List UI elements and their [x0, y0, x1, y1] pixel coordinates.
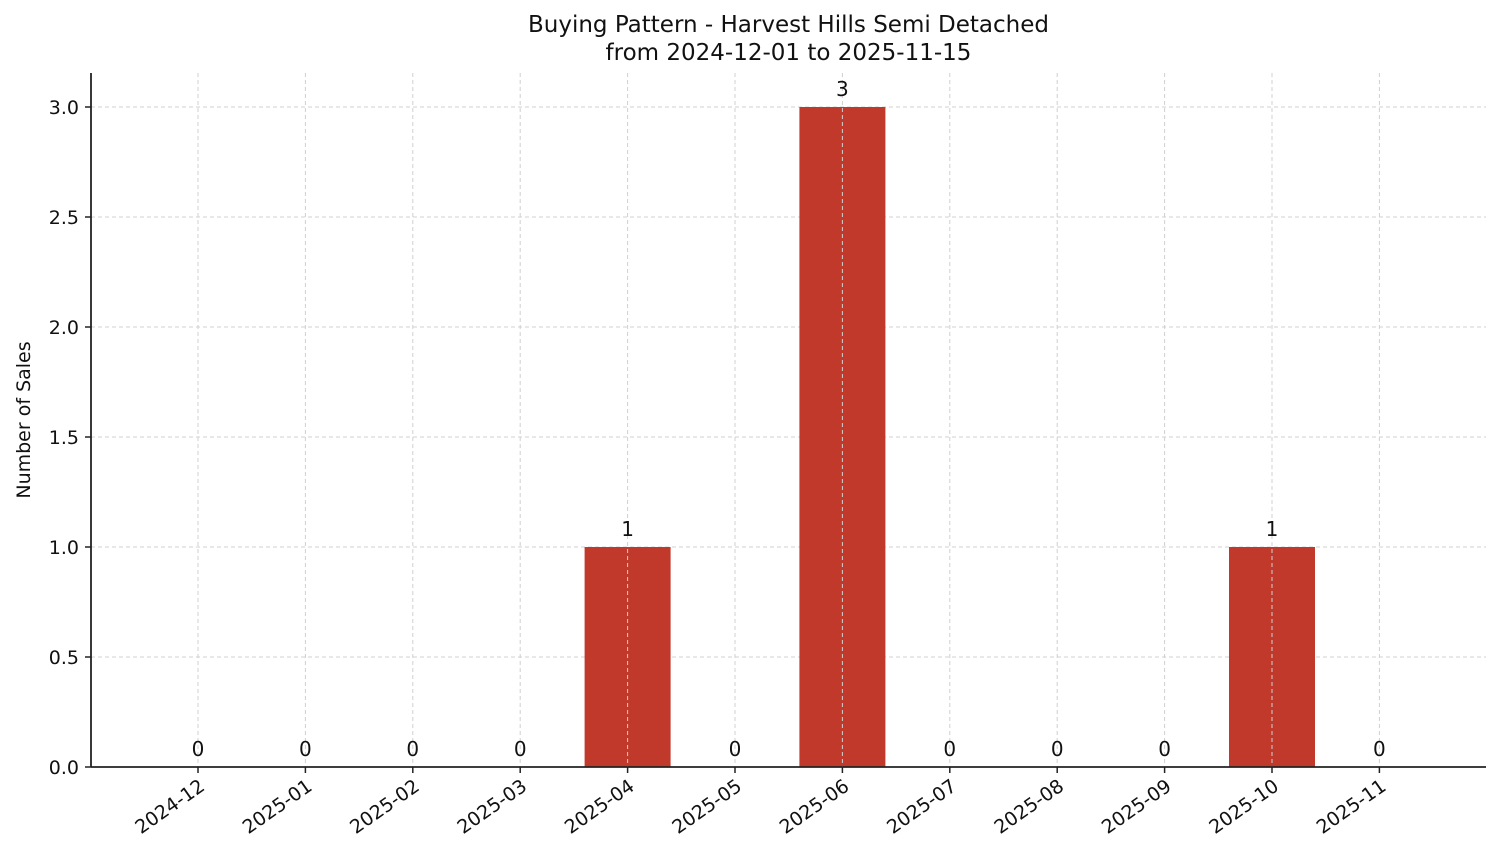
y-tick-label: 1.0 [49, 537, 79, 559]
data-label: 3 [836, 77, 849, 101]
data-label: 1 [621, 517, 634, 541]
data-label: 0 [1051, 737, 1064, 761]
x-tick-label: 2025-05 [668, 775, 746, 839]
data-label: 0 [514, 737, 527, 761]
data-label: 0 [1158, 737, 1171, 761]
data-label: 1 [1266, 517, 1279, 541]
data-label: 0 [192, 737, 205, 761]
x-tick-label: 2025-10 [1205, 775, 1283, 839]
x-tick-label: 2025-03 [453, 775, 531, 839]
y-axis-label: Number of Sales [13, 341, 35, 498]
data-label: 0 [729, 737, 742, 761]
x-tick-label: 2025-11 [1313, 775, 1391, 839]
y-tick-label: 1.5 [49, 427, 79, 449]
data-labels: 0 0 0 0 1 0 3 0 0 0 1 0 [192, 73, 1386, 767]
x-tick-label: 2025-01 [239, 775, 317, 839]
x-tick-label: 2025-08 [990, 775, 1068, 839]
x-tick-label: 2024-12 [131, 775, 209, 839]
data-label: 0 [1373, 737, 1386, 761]
y-tick-label: 0.5 [49, 647, 79, 669]
data-label: 0 [943, 737, 956, 761]
data-label: 0 [406, 737, 419, 761]
x-tick-label: 2025-07 [883, 775, 961, 839]
x-tick-label: 2025-06 [776, 775, 854, 839]
chart-title: Buying Pattern - Harvest Hills Semi Deta… [528, 12, 1049, 38]
y-tick-label: 2.5 [49, 207, 79, 229]
x-tick-label: 2025-02 [346, 775, 424, 839]
y-tick-label: 3.0 [49, 97, 79, 119]
data-label: 0 [299, 737, 312, 761]
x-tick-label: 2025-04 [561, 775, 639, 839]
y-tick-label: 0.0 [49, 757, 79, 779]
x-tick-label: 2025-09 [1098, 775, 1176, 839]
y-tick-label: 2.0 [49, 317, 79, 339]
chart-subtitle: from 2024-12-01 to 2025-11-15 [605, 40, 972, 66]
